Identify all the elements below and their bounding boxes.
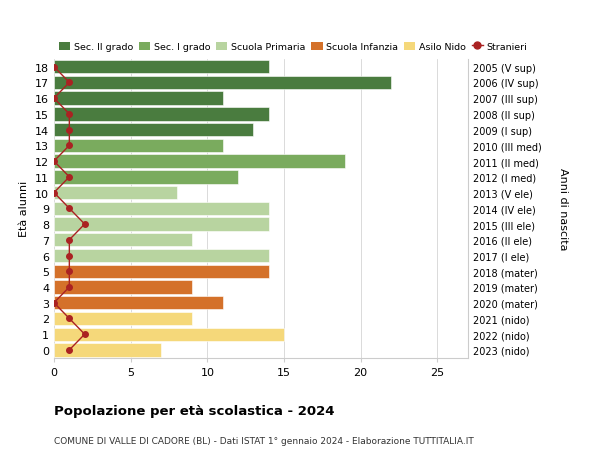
Bar: [54, 140, 223, 153]
Point: [80, 331, 89, 338]
Bar: [54, 312, 192, 325]
Point: [65, 252, 74, 260]
Point: [65, 315, 74, 322]
Bar: [54, 155, 346, 168]
Point: [65, 111, 74, 118]
Bar: [54, 234, 192, 247]
Point: [80, 221, 89, 228]
Bar: [54, 202, 269, 216]
Point: [65, 268, 74, 275]
Point: [49, 190, 59, 197]
Point: [65, 347, 74, 354]
Point: [65, 236, 74, 244]
Bar: [54, 281, 192, 294]
Legend: Sec. II grado, Sec. I grado, Scuola Primaria, Scuola Infanzia, Asilo Nido, Stran: Sec. II grado, Sec. I grado, Scuola Prim…: [59, 43, 527, 52]
Point: [65, 142, 74, 150]
Point: [65, 284, 74, 291]
Bar: [54, 171, 238, 184]
Bar: [54, 77, 391, 90]
Point: [65, 174, 74, 181]
Bar: [54, 218, 269, 231]
Y-axis label: Età alunni: Età alunni: [19, 181, 29, 237]
Text: Popolazione per età scolastica - 2024: Popolazione per età scolastica - 2024: [54, 404, 335, 417]
Point: [65, 79, 74, 87]
Bar: [54, 297, 223, 310]
Point: [65, 127, 74, 134]
Point: [65, 205, 74, 213]
Y-axis label: Anni di nascita: Anni di nascita: [558, 168, 568, 250]
Bar: [54, 249, 269, 263]
Bar: [54, 328, 284, 341]
Point: [49, 95, 59, 103]
Bar: [54, 186, 176, 200]
Bar: [54, 123, 253, 137]
Point: [49, 299, 59, 307]
Bar: [54, 61, 269, 74]
Bar: [54, 265, 269, 278]
Point: [49, 158, 59, 165]
Point: [49, 64, 59, 71]
Bar: [54, 343, 161, 357]
Text: COMUNE DI VALLE DI CADORE (BL) - Dati ISTAT 1° gennaio 2024 - Elaborazione TUTTI: COMUNE DI VALLE DI CADORE (BL) - Dati IS…: [54, 436, 474, 445]
Bar: [54, 92, 223, 106]
Bar: [54, 108, 269, 121]
